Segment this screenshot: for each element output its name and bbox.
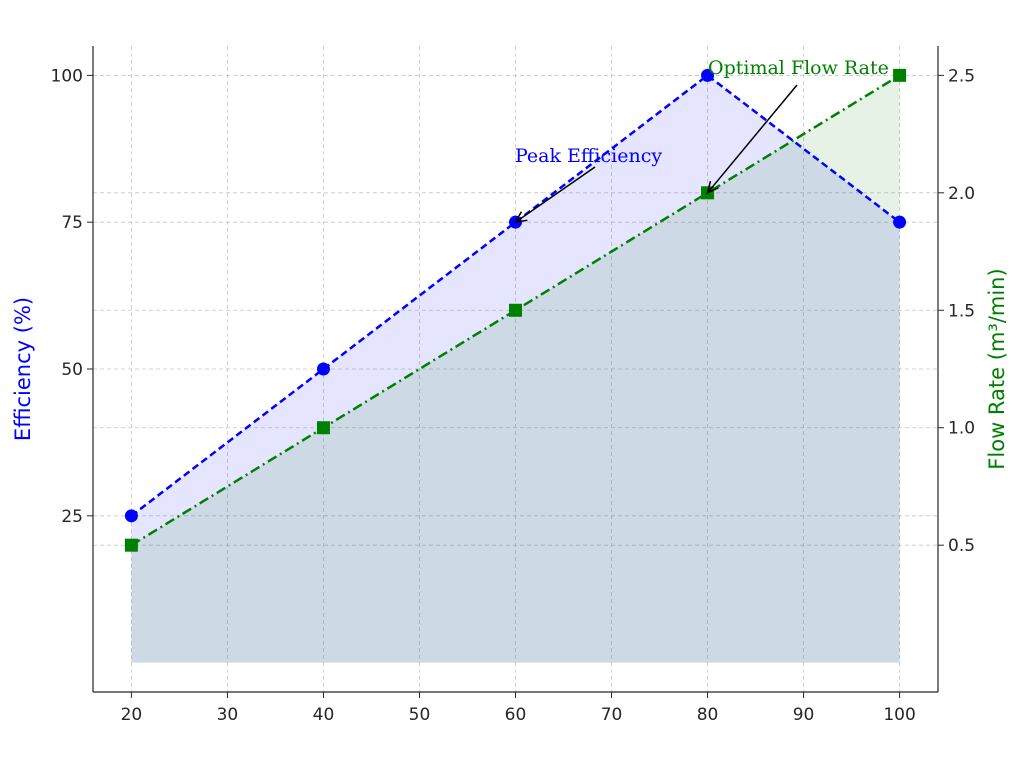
y-right-tick-label: 2.0 xyxy=(948,184,975,204)
annotation-arrow-head xyxy=(706,180,719,195)
y-right-tick-label: 2.5 xyxy=(948,66,975,86)
x-tick-label: 70 xyxy=(601,705,623,725)
x-tick-label: 90 xyxy=(793,705,815,725)
series-markers xyxy=(124,68,907,552)
y-left-tick-label: 50 xyxy=(61,360,83,380)
x-tick-label: 60 xyxy=(505,705,527,725)
x-tick-label: 50 xyxy=(409,705,431,725)
series-1-area xyxy=(131,75,900,663)
annotation-optimal-flow-rate: Optimal Flow Rate xyxy=(708,57,889,79)
y-axis-right-title: Flow Rate (m³/min) xyxy=(985,268,1009,469)
tick-labels: 20 30 40 50 60 70 80 90 100 25 50 75 100 0.5 1.0 1.5 2.0… xyxy=(51,66,976,725)
series-0-point xyxy=(701,68,715,82)
annotation-arrow-line xyxy=(515,166,596,223)
annotation-peak-efficiency: Peak Efficiency xyxy=(515,145,662,167)
series-0-point xyxy=(316,362,330,376)
series-0-line xyxy=(130,73,901,517)
x-tick-label: 80 xyxy=(697,705,719,725)
y-left-tick-label: 25 xyxy=(61,507,83,527)
series-0-point xyxy=(893,215,907,229)
annotations: Peak Efficiency Optimal Flow Rate xyxy=(514,57,889,224)
x-tick-label: 100 xyxy=(883,705,915,725)
axis-titles: Efficiency (%) Flow Rate (m³/min) xyxy=(11,268,1009,469)
series-1-point xyxy=(124,538,138,552)
series-0-point xyxy=(124,509,138,523)
series-1-point xyxy=(509,303,522,317)
x-tick-label: 20 xyxy=(121,705,143,725)
y-right-tick-label: 0.5 xyxy=(948,536,975,556)
series-lines xyxy=(130,73,901,547)
x-tick-label: 40 xyxy=(313,705,335,725)
x-tick-label: 30 xyxy=(217,705,239,725)
y-right-tick-label: 1.5 xyxy=(948,301,975,321)
series-0-area xyxy=(131,75,900,663)
series-1-point xyxy=(893,68,907,82)
annotation-arrow-head xyxy=(514,211,528,224)
axes xyxy=(87,46,944,698)
y-axis-left-title: Efficiency (%) xyxy=(11,297,35,441)
y-left-tick-label: 100 xyxy=(51,66,83,86)
annotation-arrow-line xyxy=(706,84,798,194)
grid-lines xyxy=(93,46,938,692)
area-fills xyxy=(131,75,900,663)
y-right-tick-label: 1.0 xyxy=(948,419,975,439)
y-left-tick-label: 75 xyxy=(61,213,83,233)
series-1-point xyxy=(316,421,330,435)
